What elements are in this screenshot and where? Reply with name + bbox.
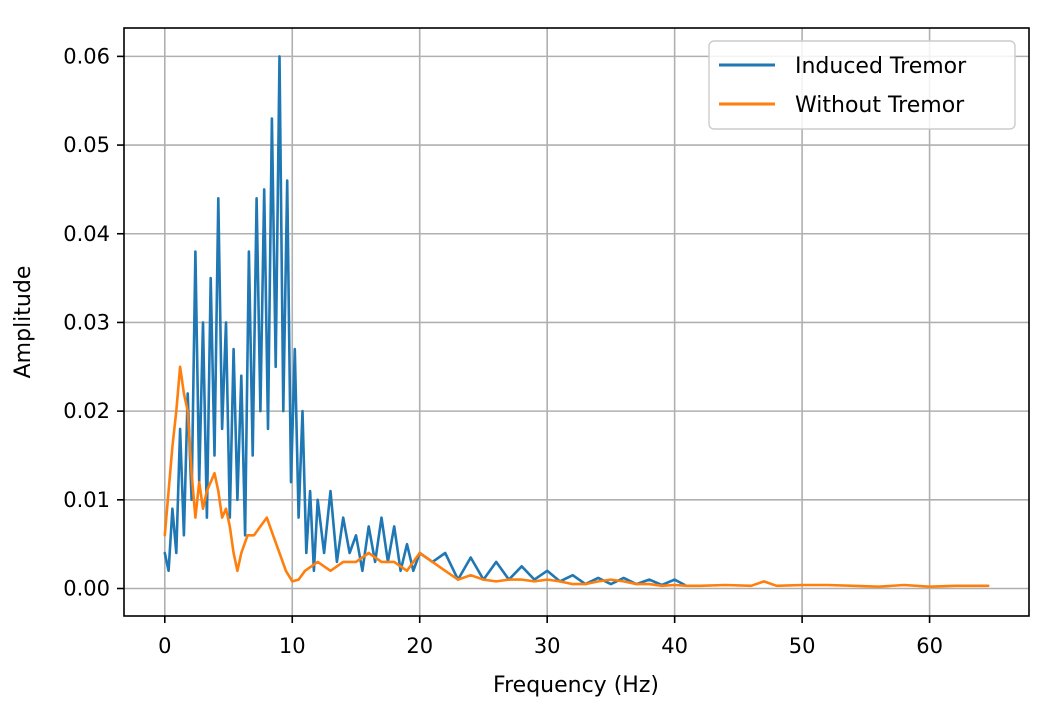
legend-frame	[708, 40, 1016, 130]
y-tick-label: 0.01	[63, 488, 110, 512]
x-axis-label: Frequency (Hz)	[493, 673, 659, 698]
x-tick-label: 10	[279, 634, 306, 658]
x-tick-label: 20	[406, 634, 433, 658]
x-tick-label: 40	[661, 634, 688, 658]
legend-label: Without Tremor	[795, 93, 965, 118]
y-tick-label: 0.04	[63, 222, 110, 246]
x-tick-label: 0	[158, 634, 171, 658]
series-line-1	[163, 365, 990, 589]
series-layer	[163, 55, 990, 589]
x-tick-label: 30	[534, 634, 561, 658]
x-tick-label: 60	[916, 634, 943, 658]
y-tick-label: 0.05	[63, 133, 110, 157]
y-axis: 0.00 0.01 0.02 0.03 0.04 0.05 0.06	[63, 44, 124, 601]
legend-label: Induced Tremor	[795, 54, 967, 79]
y-axis-label: Amplitude	[11, 266, 36, 379]
y-tick-label: 0.03	[63, 310, 110, 334]
legend: Induced Tremor Without Tremor	[708, 40, 1016, 130]
x-tick-label: 50	[789, 634, 816, 658]
series-line-0	[163, 55, 687, 587]
y-tick-label: 0.00	[63, 577, 110, 601]
y-tick-label: 0.02	[63, 399, 110, 423]
x-axis: 0 10 20 30 40 50 60	[158, 616, 943, 658]
y-tick-label: 0.06	[63, 44, 110, 68]
